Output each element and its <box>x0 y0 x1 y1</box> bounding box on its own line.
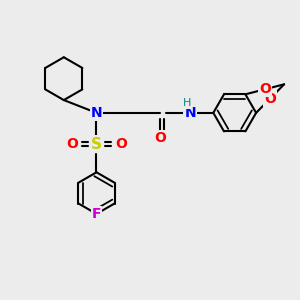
Text: O: O <box>154 131 166 145</box>
Text: F: F <box>92 207 101 221</box>
Text: O: O <box>264 92 276 106</box>
Text: O: O <box>259 82 271 96</box>
Text: N: N <box>184 106 196 120</box>
Text: O: O <box>66 137 78 151</box>
Text: H: H <box>183 98 191 108</box>
Text: S: S <box>91 136 102 152</box>
Text: N: N <box>91 106 102 120</box>
Text: O: O <box>115 137 127 151</box>
